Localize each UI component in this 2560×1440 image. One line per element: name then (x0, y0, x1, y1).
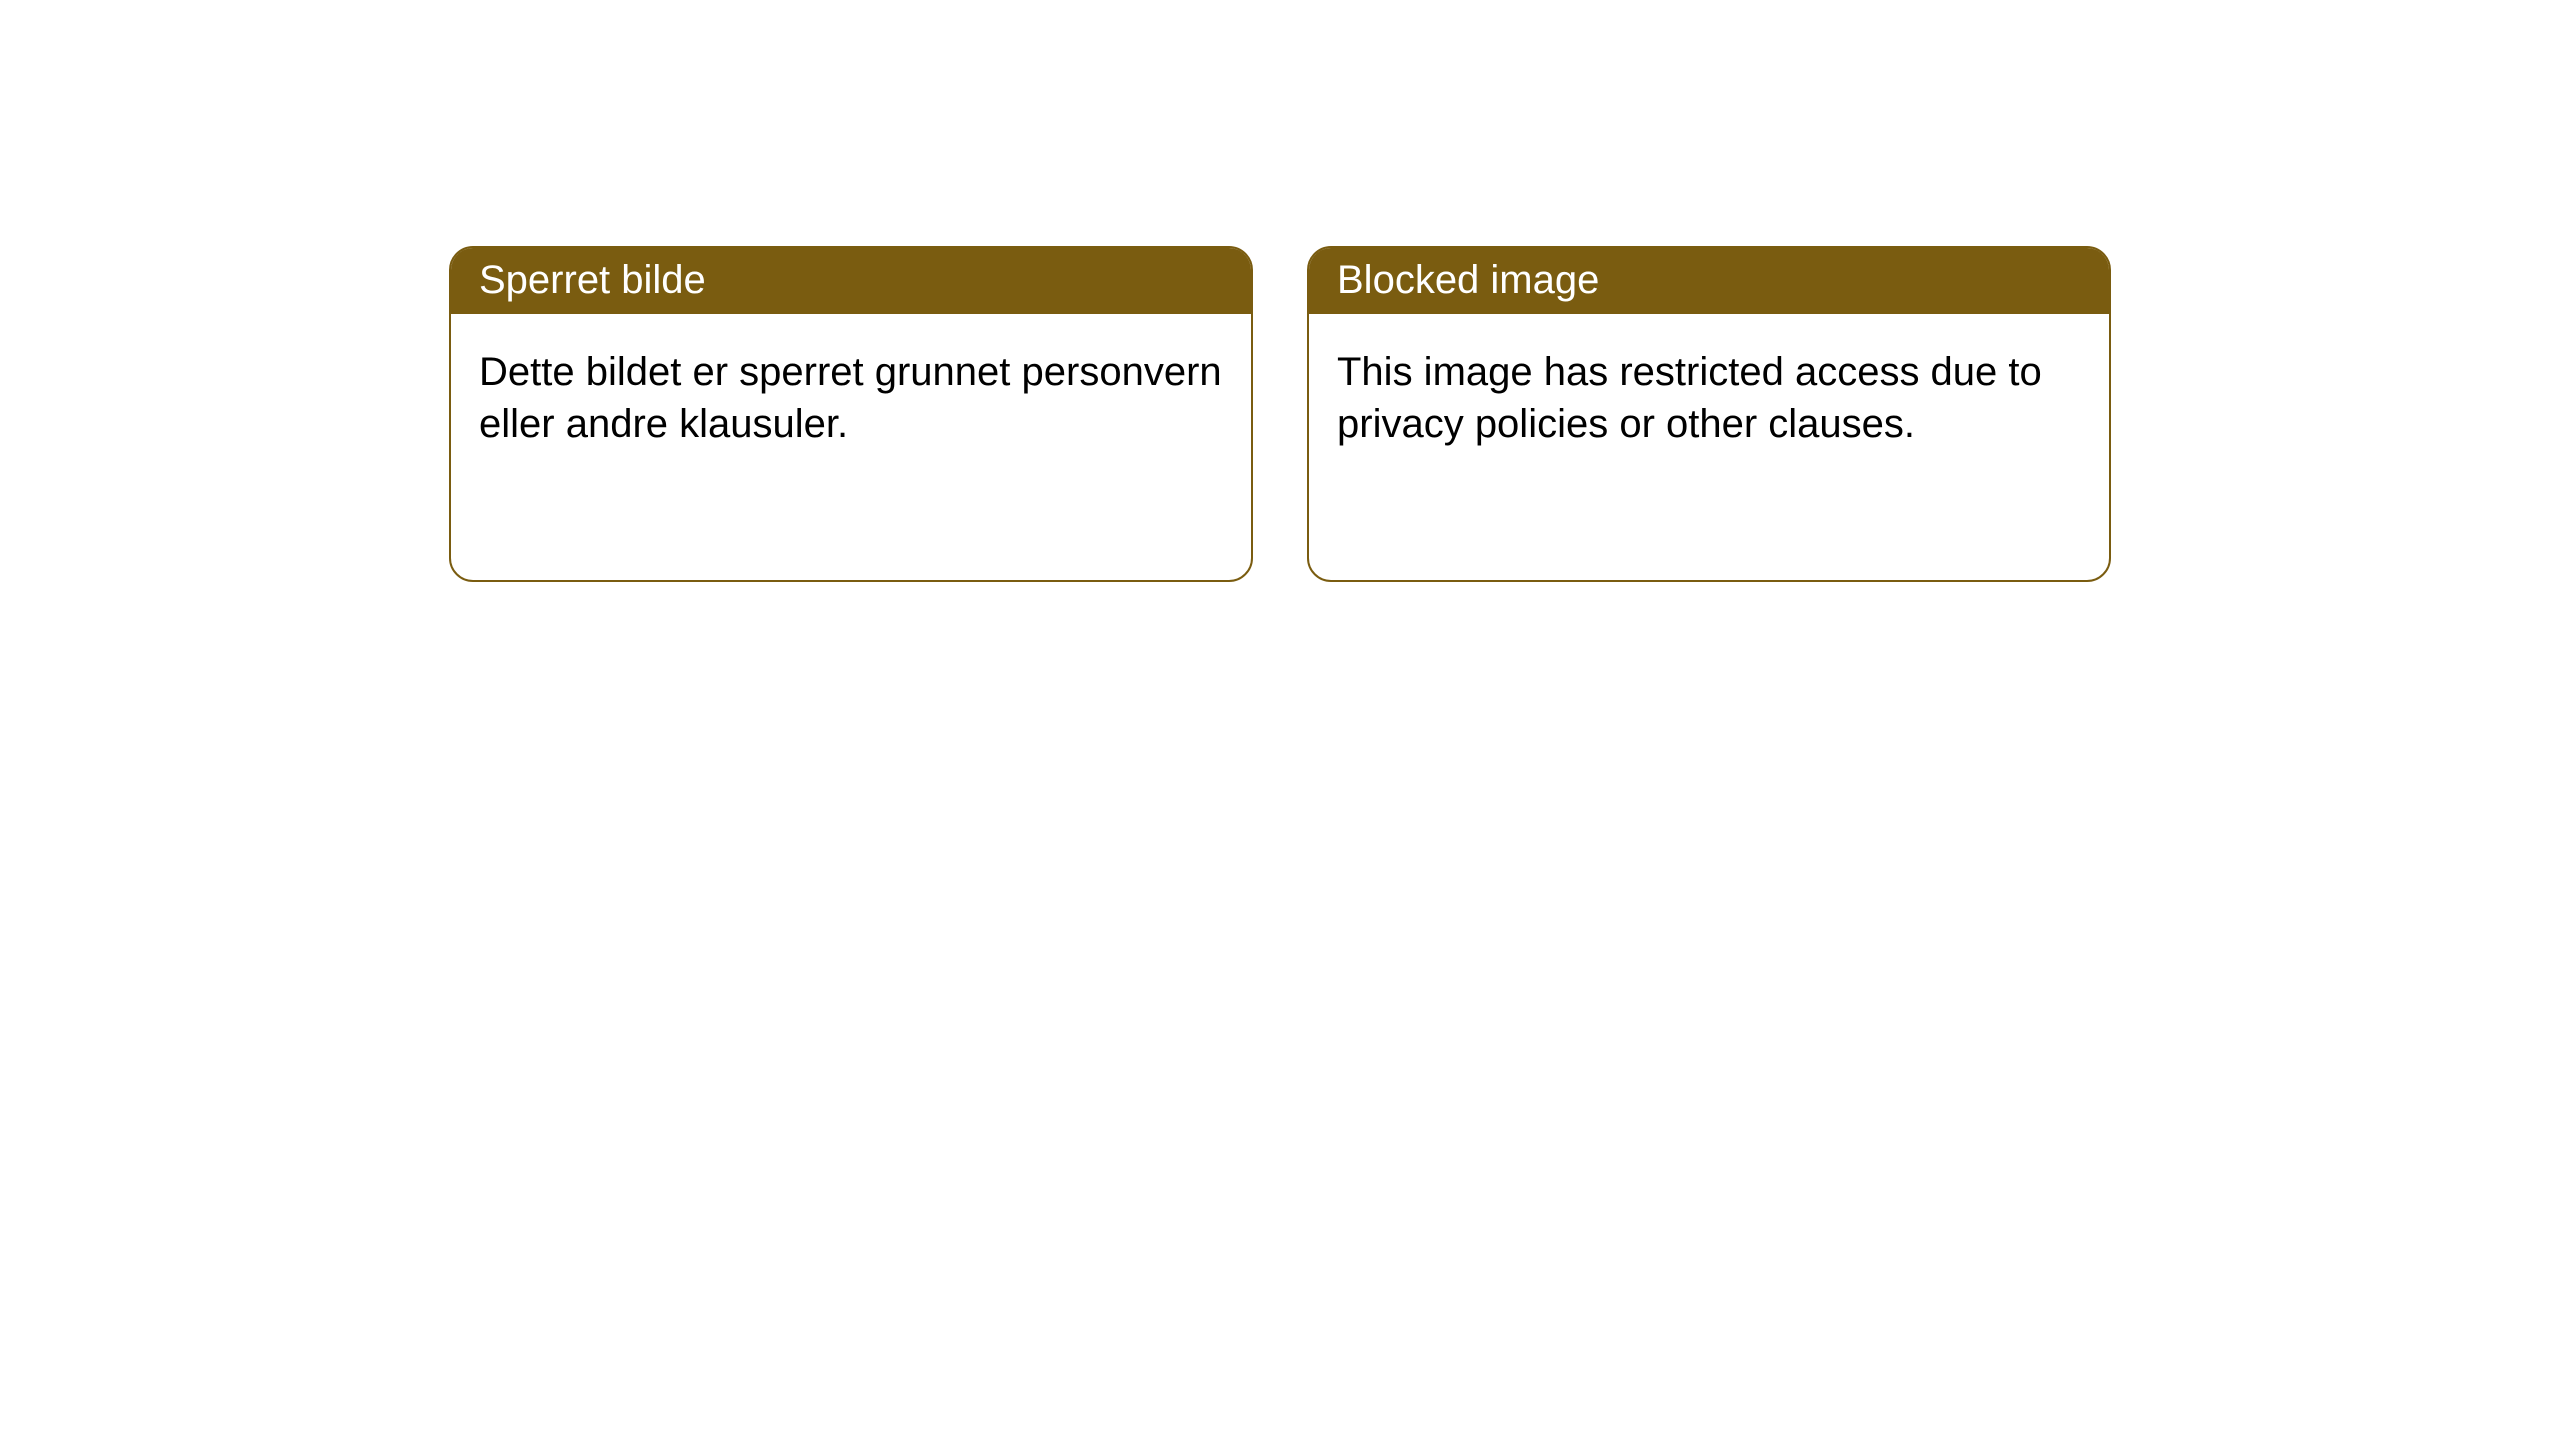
card-header: Sperret bilde (451, 248, 1251, 314)
card-header: Blocked image (1309, 248, 2109, 314)
card-body-text: This image has restricted access due to … (1337, 350, 2042, 446)
card-body-text: Dette bildet er sperret grunnet personve… (479, 350, 1222, 446)
card-title: Blocked image (1337, 258, 1599, 302)
notice-card-english: Blocked image This image has restricted … (1307, 246, 2111, 582)
card-title: Sperret bilde (479, 258, 706, 302)
card-body: Dette bildet er sperret grunnet personve… (451, 314, 1251, 482)
notice-card-norwegian: Sperret bilde Dette bildet er sperret gr… (449, 246, 1253, 582)
notice-container: Sperret bilde Dette bildet er sperret gr… (0, 0, 2560, 582)
card-body: This image has restricted access due to … (1309, 314, 2109, 482)
